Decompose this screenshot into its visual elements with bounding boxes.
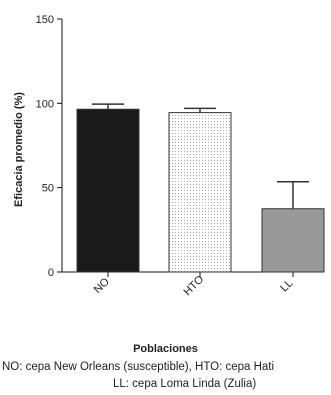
y-tick-label: 100 — [36, 98, 54, 110]
y-axis-title: Eficacia promedio (%) — [13, 92, 25, 207]
x-axis-title: Poblaciones — [133, 343, 198, 355]
bar-hto — [168, 112, 232, 273]
bar-no — [76, 108, 140, 273]
x-tick-label: HTO — [181, 273, 206, 298]
y-tick-label: 50 — [42, 183, 54, 195]
caption-line-1: NO: cepa New Orleans (susceptible), HTO:… — [2, 361, 275, 373]
x-tick-label: NO — [92, 275, 112, 295]
bar-ll — [261, 208, 325, 273]
bars — [76, 108, 325, 273]
tick-labels: 0 50 100 150 Eficacia promedio (%) NO HTO LL — [13, 14, 295, 298]
y-tick-label: 150 — [36, 14, 54, 26]
caption-line-2: LL: cepa Loma Linda (Zulia) — [113, 378, 257, 390]
error-bars — [92, 103, 309, 209]
y-tick-label: 0 — [48, 267, 54, 279]
x-tick-label: LL — [278, 277, 295, 294]
